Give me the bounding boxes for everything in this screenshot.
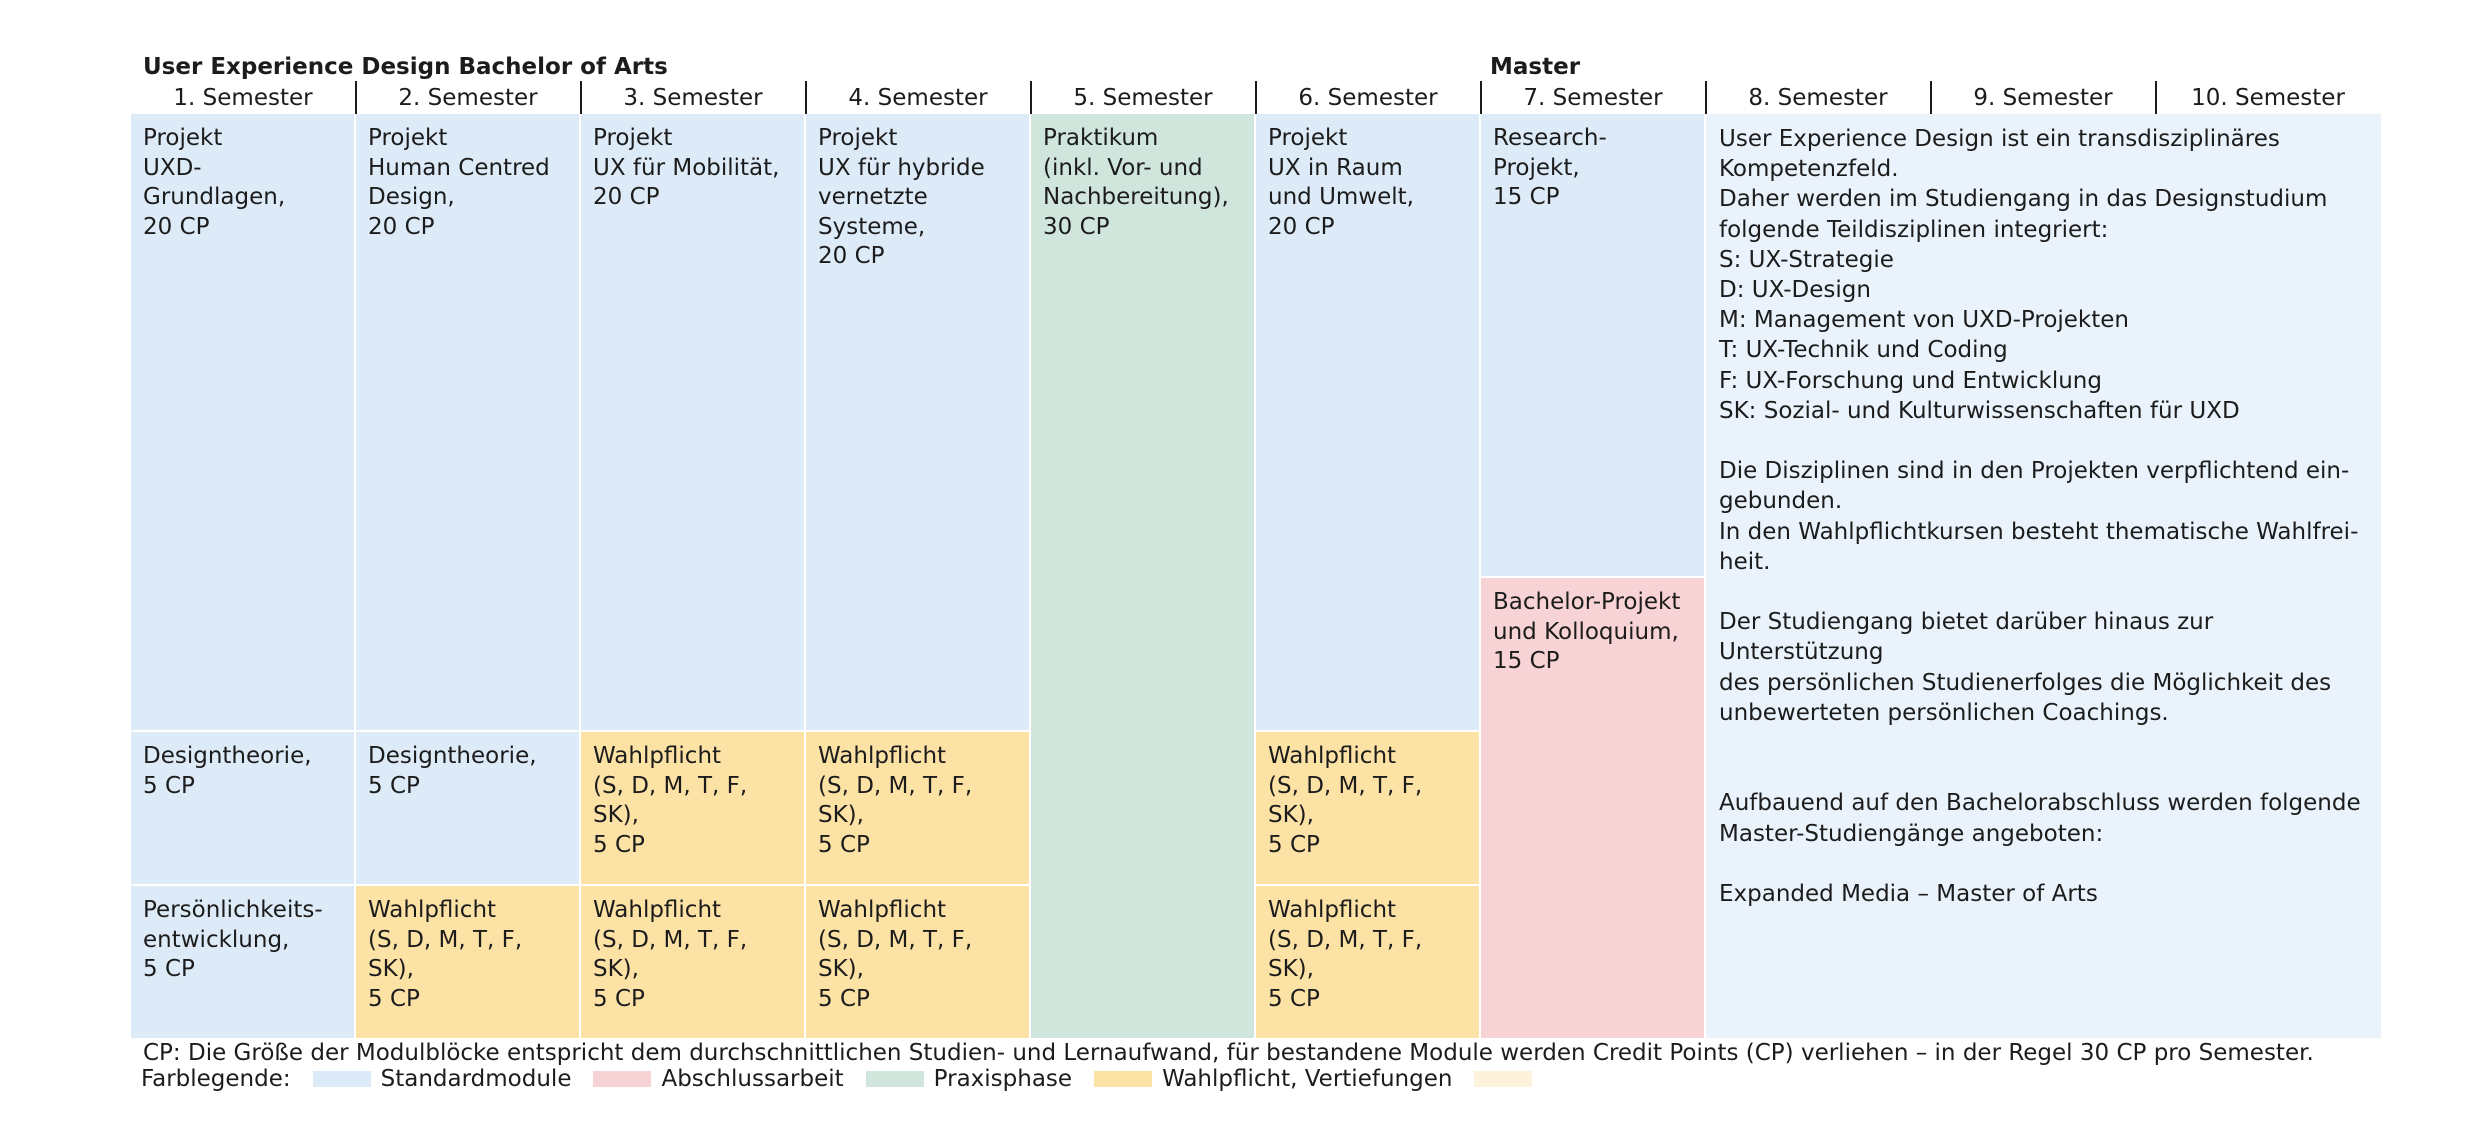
module-s6-projekt: Projekt UX in Raum und Umwelt, 20 CP [1256,114,1479,730]
semester-divider [580,81,582,114]
module-s4-projekt: Projekt UX für hybride vernetzte Systeme… [806,114,1029,730]
semester-divider [2155,81,2157,114]
semester-8-label: 8. Semester [1748,85,1888,111]
semester-divider [1705,81,1707,114]
legend-label: Praxisphase [933,1066,1073,1092]
module-s4-wahlpflicht: Wahlpflicht (S, D, M, T, F, SK), 5 CP [806,732,1029,884]
legend-item-wahlpflicht: Wahlpflicht, Vertiefungen [1094,1066,1452,1092]
legend-title: Farblegende: [141,1066,291,1092]
legend-swatch [593,1071,652,1087]
bachelor-heading: User Experience Design Bachelor of Arts [143,54,668,80]
semester-divider [1030,81,1032,114]
semester-divider [1930,81,1932,114]
module-s3-wahlpflicht: Wahlpflicht (S, D, M, T, F, SK), 5 CP [581,886,804,1038]
legend-label: Abschlussarbeit [661,1066,844,1092]
module-s7-bachelor-projekt: Bachelor-Projekt und Kolloquium, 15 CP [1481,578,1704,1038]
legend-swatch [1094,1071,1153,1087]
module-s6-wahlpflicht: Wahlpflicht (S, D, M, T, F, SK), 5 CP [1256,732,1479,884]
semester-1-label: 1. Semester [173,85,313,111]
legend-item-praxisphase: Praxisphase [865,1066,1073,1092]
module-s1-designtheorie: Designtheorie, 5 CP [131,732,354,884]
semester-4-label: 4. Semester [848,85,988,111]
semester-3-label: 3. Semester [623,85,763,111]
semester-divider [805,81,807,114]
semester-7-label: 7. Semester [1523,85,1663,111]
legend-label: Standardmodule [380,1066,572,1092]
semester-9-label: 9. Semester [1973,85,2113,111]
module-s2-wahlpflicht: Wahlpflicht (S, D, M, T, F, SK), 5 CP [356,886,579,1038]
module-s2-designtheorie: Designtheorie, 5 CP [356,732,579,884]
semester-5-label: 5. Semester [1073,85,1213,111]
legend-item-standardmodule: Standardmodule [312,1066,572,1092]
module-s6-wahlpflicht: Wahlpflicht (S, D, M, T, F, SK), 5 CP [1256,886,1479,1038]
module-s2-projekt: Projekt Human Centred Design, 20 CP [356,114,579,730]
semester-2-label: 2. Semester [398,85,538,111]
semester-divider [1255,81,1257,114]
cp-footnote: CP: Die Größe der Modulblöcke entspricht… [143,1040,2314,1066]
semester-divider [355,81,357,114]
legend-label: Wahlpflicht, Vertiefungen [1162,1066,1453,1092]
semester-6-label: 6. Semester [1298,85,1438,111]
module-s3-wahlpflicht: Wahlpflicht (S, D, M, T, F, SK), 5 CP [581,732,804,884]
module-s7-research-projekt: Research-Projekt, 15 CP [1481,114,1704,576]
legend-item-abschlussarbeit: Abschlussarbeit [593,1066,844,1092]
master-heading: Master [1490,54,1581,80]
module-s4-wahlpflicht: Wahlpflicht (S, D, M, T, F, SK), 5 CP [806,886,1029,1038]
program-info-panel: User Experience Design ist ein transdisz… [1706,114,2381,1038]
legend-swatch [865,1071,924,1087]
color-legend: Farblegende: Standardmodule Abschlussarb… [141,1066,1564,1092]
legend-swatch [1474,1071,1533,1087]
semester-divider [1480,81,1482,114]
legend-item-extra [1474,1071,1542,1087]
semester-10-label: 10. Semester [2191,85,2345,111]
module-s1-persoenlichkeitsentwicklung: Persönlichkeits- entwicklung, 5 CP [131,886,354,1038]
module-s5-praktikum: Praktikum (inkl. Vor- und Nachbereitung)… [1031,114,1254,1038]
module-s3-projekt: Projekt UX für Mobilität, 20 CP [581,114,804,730]
module-s1-projekt: Projekt UXD-Grundlagen, 20 CP [131,114,354,730]
legend-swatch [312,1071,371,1087]
